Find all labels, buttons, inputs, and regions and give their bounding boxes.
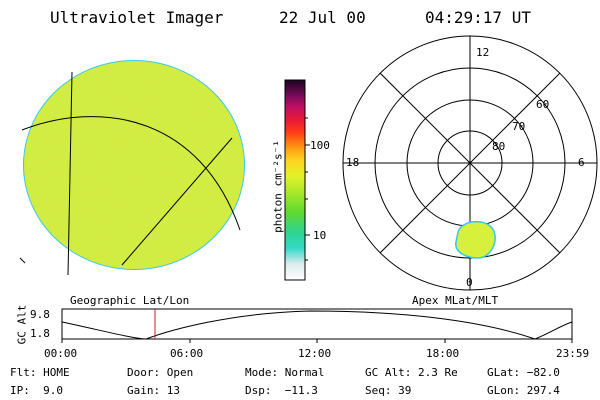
status-gain: Gain: 13 [127, 384, 180, 397]
date-label: 22 Jul 00 [279, 8, 366, 27]
time-tick-1200: 12:00 [298, 347, 332, 360]
lat-label-60: 60 [536, 98, 550, 111]
colorbar [284, 79, 310, 281]
latlon-grid [19, 71, 241, 276]
status-seq: Seq: 39 [365, 384, 412, 397]
mlt-label-18: 18 [346, 156, 360, 169]
status-dsp: Dsp: −11.3 [245, 384, 318, 397]
status-door: Door: Open [127, 366, 194, 379]
status-flight: Flt: HOME [10, 366, 70, 379]
geographic-image [19, 60, 245, 276]
time-tick-1800: 18:00 [426, 347, 460, 360]
right-panel-label: Apex MLat/MLT [412, 294, 499, 307]
time-tick-0600: 06:00 [170, 347, 204, 360]
mlt-label-0: 0 [466, 276, 473, 289]
colorbar-unit-label: photon cm⁻²s⁻¹ [271, 140, 285, 233]
colorbar-tick-10: 10 [313, 229, 327, 242]
lat-label-70: 70 [512, 120, 526, 133]
status-gc-alt: GC Alt: 2.3 Re [365, 366, 458, 379]
status-ip: IP: 9.0 [10, 384, 63, 397]
altitude-ytick-top: 9.8 [30, 308, 50, 321]
window-title: Ultraviolet Imager [50, 8, 224, 27]
colorbar-tick-100: 100 [310, 139, 330, 152]
altitude-plot [61, 308, 573, 343]
status-mode: Mode: Normal [245, 366, 325, 379]
time-tick-0000: 00:00 [44, 347, 78, 360]
altitude-ytick-bottom: 1.8 [30, 327, 50, 340]
mlt-label-6: 6 [578, 156, 585, 169]
status-glon: GLon: 297.4 [487, 384, 560, 397]
left-panel-label: Geographic Lat/Lon [70, 294, 190, 307]
time-label: 04:29:17 UT [425, 8, 531, 27]
aurora-blob [455, 220, 496, 259]
time-tick-2359: 23:59 [556, 347, 590, 360]
status-glat: GLat: −82.0 [487, 366, 560, 379]
altitude-ylabel: GC Alt [15, 304, 29, 345]
lat-label-80: 80 [492, 140, 506, 153]
mlt-label-12: 12 [476, 46, 490, 59]
